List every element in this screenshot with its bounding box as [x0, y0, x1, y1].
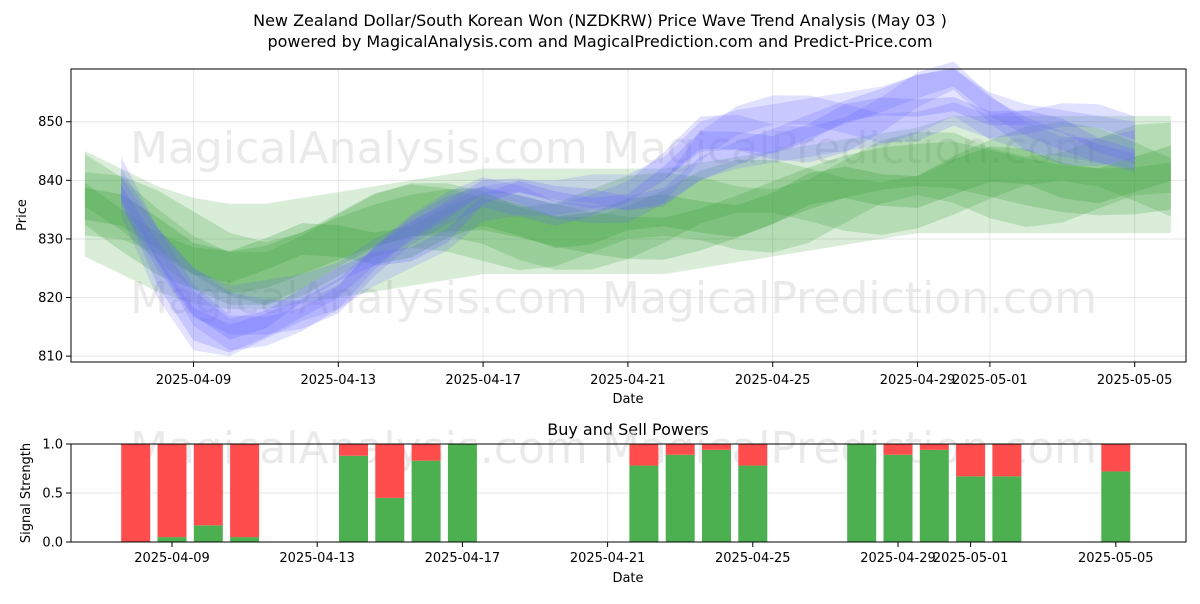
price-panel: MagicalAnalysis.com MagicalPrediction.com… [15, 61, 1187, 407]
power-x-ticks: 2025-04-09 2025-04-13 2025-04-17 2025-04-21… [134, 542, 1154, 566]
sell-bar [1101, 444, 1131, 472]
sell-bar [629, 444, 659, 466]
power-x-tick-label: 2025-04-17 [425, 551, 501, 566]
watermark-text: MagicalPrediction.com [602, 123, 1097, 174]
price-y-tick-label: 850 [38, 115, 63, 130]
price-band-blue [121, 69, 1135, 357]
price-y-tick-label: 840 [38, 174, 63, 189]
buy-bar [447, 444, 477, 542]
sell-bar [411, 444, 441, 461]
price-grid [71, 69, 1186, 362]
price-band-blue [121, 97, 1135, 340]
price-plot-frame [70, 68, 1187, 363]
buy-bar [992, 476, 1022, 542]
sell-bar [992, 444, 1022, 477]
sell-bar [702, 444, 731, 450]
sell-bar [157, 444, 187, 538]
watermark-text: MagicalAnalysis.com [130, 273, 588, 324]
price-x-tick-label: 2025-04-21 [590, 373, 666, 388]
sell-bar [375, 444, 405, 498]
power-chart-title: Buy and Sell Powers [547, 420, 709, 439]
price-x-tick-label: 2025-04-09 [156, 373, 232, 388]
buy-bar [919, 449, 949, 542]
price-x-tick-label: 2025-05-01 [952, 373, 1028, 388]
sell-bar [121, 444, 151, 542]
price-y-tick-label: 820 [38, 291, 63, 306]
power-x-tick-label: 2025-04-09 [134, 551, 210, 566]
sell-bar [919, 444, 949, 450]
buy-bar [883, 454, 913, 542]
sell-bar [738, 444, 768, 466]
sell-bar [665, 444, 695, 455]
sell-bar [339, 444, 368, 456]
power-y-ticks: 0.0 0.5 1.0 [42, 438, 71, 551]
price-band-green [84, 141, 1171, 294]
buy-bar [339, 455, 368, 542]
buy-bar [629, 465, 659, 542]
buy-bar [411, 460, 441, 542]
power-panel: Buy and Sell Powers MagicalAnalysis.comM… [19, 420, 1187, 586]
price-y-tick-label: 810 [38, 350, 63, 365]
buy-bar [157, 537, 187, 542]
power-x-tick-label: 2025-05-01 [933, 551, 1009, 566]
watermark-text: MagicalPrediction.com [602, 273, 1097, 324]
price-bands [84, 61, 1171, 357]
price-x-tick-label: 2025-04-17 [445, 373, 521, 388]
buy-bar [193, 525, 223, 542]
price-x-tick-label: 2025-04-25 [735, 373, 811, 388]
power-x-tick-label: 2025-05-05 [1078, 551, 1154, 566]
buy-bar [230, 537, 260, 542]
price-y-tick-label: 830 [38, 232, 63, 247]
price-band-green [84, 121, 1171, 305]
sell-bar [230, 444, 260, 538]
power-x-tick-label: 2025-04-21 [570, 551, 646, 566]
price-x-tick-label: 2025-04-29 [880, 373, 956, 388]
price-x-tick-label: 2025-04-13 [301, 373, 377, 388]
power-y-axis-title: Signal Strength [19, 443, 34, 543]
price-x-ticks: 2025-04-09 2025-04-13 2025-04-17 2025-04-21… [156, 362, 1173, 388]
price-band-green [84, 115, 1171, 310]
price-band-blue [121, 67, 1135, 353]
power-y-tick-label: 1.0 [42, 438, 63, 453]
price-watermarks: MagicalAnalysis.com MagicalPrediction.com… [130, 123, 1097, 324]
power-bars [121, 444, 1131, 542]
price-band-blue [121, 61, 1135, 335]
buy-bar [1101, 471, 1131, 542]
price-y-axis-title: Price [15, 199, 30, 231]
power-y-tick-label: 0.0 [42, 536, 63, 551]
watermark-text: MagicalAnalysis.com [130, 123, 588, 174]
price-band-green [84, 145, 1171, 283]
sell-bar [883, 444, 913, 455]
buy-bar [738, 465, 768, 542]
buy-bar [702, 449, 731, 542]
buy-bar [665, 454, 695, 542]
price-band-blue [121, 95, 1135, 351]
power-x-axis-title: Date [612, 571, 643, 586]
power-x-tick-label: 2025-04-25 [715, 551, 791, 566]
power-x-tick-label: 2025-04-29 [860, 551, 936, 566]
buy-bar [375, 497, 405, 542]
buy-bar [956, 476, 986, 542]
price-band-green [84, 122, 1171, 306]
buy-bar [847, 444, 877, 542]
chart-subtitle: powered by MagicalAnalysis.com and Magic… [267, 32, 932, 51]
power-x-tick-label: 2025-04-13 [279, 551, 355, 566]
power-y-tick-label: 0.5 [42, 487, 63, 502]
price-x-axis-title: Date [612, 392, 643, 407]
sell-bar [193, 444, 223, 526]
price-x-tick-label: 2025-05-05 [1097, 373, 1173, 388]
price-y-ticks: 810 820 830 840 850 [38, 115, 71, 365]
chart-title: New Zealand Dollar/South Korean Won (NZD… [253, 11, 947, 30]
sell-bar [956, 444, 986, 477]
